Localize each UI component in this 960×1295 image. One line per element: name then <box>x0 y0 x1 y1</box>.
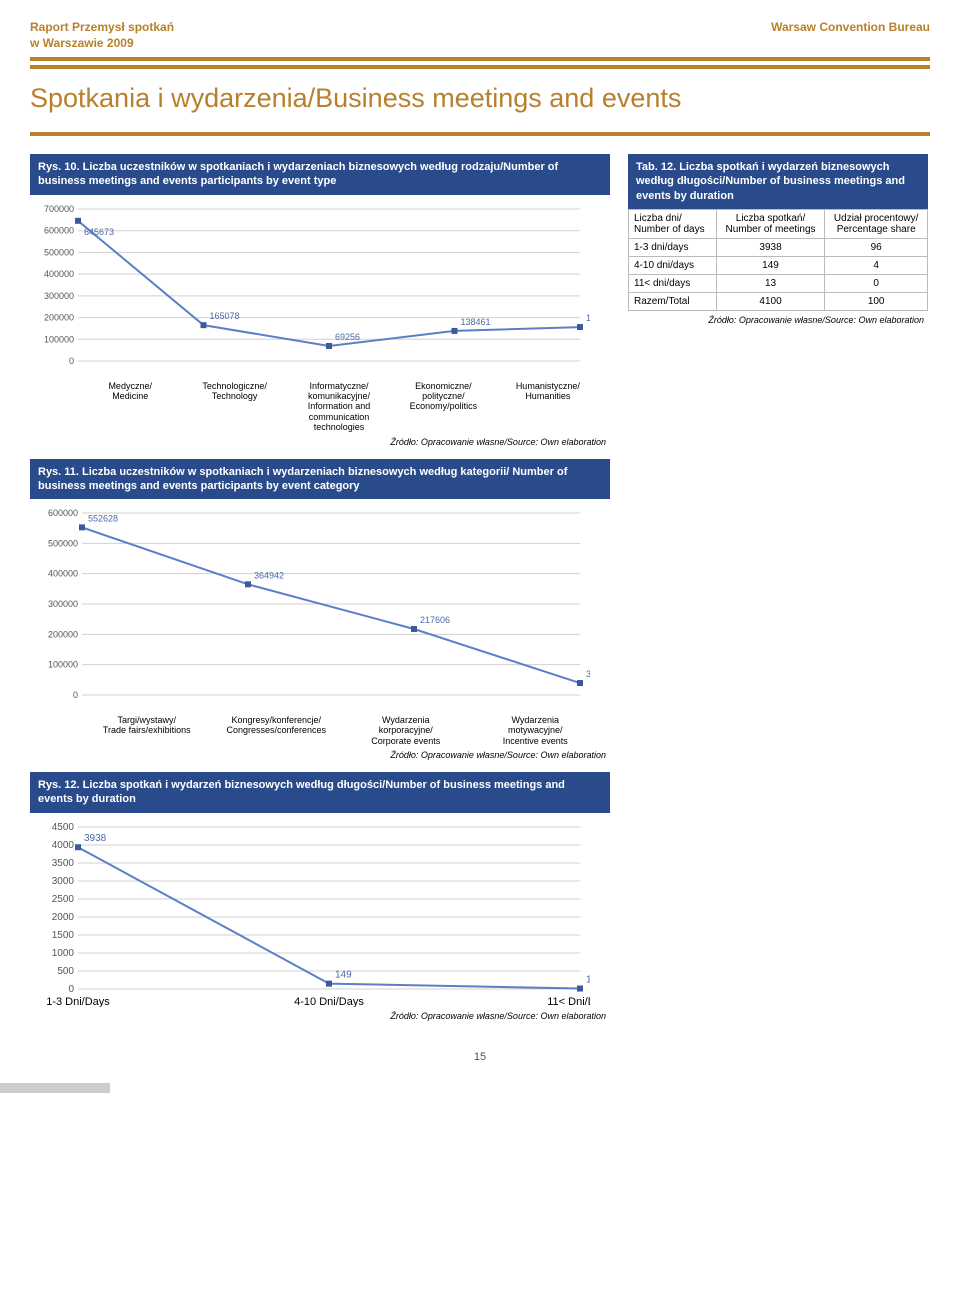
x-label: Technologiczne/Technology <box>182 381 286 433</box>
page-title: Spotkania i wydarzenia/Business meetings… <box>30 75 930 132</box>
table-col-header: Udział procentowy/Percentage share <box>825 210 928 239</box>
chart-10-xlabels: Medyczne/MedicineTechnologiczne/Technolo… <box>30 379 610 433</box>
header-rule <box>30 57 930 69</box>
svg-text:300000: 300000 <box>44 291 74 301</box>
svg-text:0: 0 <box>73 690 78 700</box>
table-row: 11< dni/days130 <box>629 275 928 293</box>
x-label: Targi/wystawy/Trade fairs/exhibitions <box>82 715 212 746</box>
table-cell: 100 <box>825 293 928 311</box>
chart-10: 0 100000 200000 300000 400000 500000 600000 700… <box>30 199 610 379</box>
footer-stub <box>0 1083 110 1093</box>
svg-text:149: 149 <box>335 969 352 980</box>
x-label: Informatyczne/komunikacyjne/Information … <box>287 381 391 433</box>
table-cell: 4 <box>825 257 928 275</box>
chart-10-source: Źródło: Opracowanie własne/Source: Own e… <box>30 433 610 455</box>
table-cell: 149 <box>716 257 825 275</box>
svg-text:13: 13 <box>586 974 590 985</box>
x-label: Wydarzeniamotywacyjne/Incentive events <box>471 715 601 746</box>
svg-text:600000: 600000 <box>44 225 74 235</box>
svg-text:2500: 2500 <box>52 894 75 905</box>
chart-12-source: Źródło: Opracowanie własne/Source: Own e… <box>30 1007 610 1029</box>
svg-text:11< Dni/Days: 11< Dni/Days <box>547 996 590 1007</box>
table-cell: 4100 <box>716 293 825 311</box>
svg-text:4-10 Dni/Days: 4-10 Dni/Days <box>294 996 364 1007</box>
chart-11-source: Źródło: Opracowanie własne/Source: Own e… <box>30 746 610 768</box>
table-cell: 13 <box>716 275 825 293</box>
table-row: 4-10 dni/days1494 <box>629 257 928 275</box>
svg-text:3000: 3000 <box>52 876 75 887</box>
x-label: Medyczne/Medicine <box>78 381 182 433</box>
svg-text:217606: 217606 <box>420 615 450 625</box>
title-underline <box>30 132 930 136</box>
svg-text:100000: 100000 <box>44 334 74 344</box>
svg-text:3500: 3500 <box>52 858 75 869</box>
chart-11-title: Rys. 11. Liczba uczestników w spotkaniac… <box>30 459 610 500</box>
page-number: 15 <box>30 1051 930 1063</box>
svg-text:500000: 500000 <box>48 538 78 548</box>
svg-text:400000: 400000 <box>48 569 78 579</box>
page-header: Raport Przemysł spotkań w Warszawie 2009… <box>30 20 930 51</box>
table-12: Liczba dni/Number of daysLiczba spotkań/… <box>628 209 928 311</box>
svg-text:4000: 4000 <box>52 840 75 851</box>
table-cell: 4-10 dni/days <box>629 257 717 275</box>
table-cell: 96 <box>825 239 928 257</box>
table-12-title: Tab. 12. Liczba spotkań i wydarzeń bizne… <box>628 154 928 209</box>
x-label: Ekonomiczne/polityczne/Economy/politics <box>391 381 495 433</box>
header-right: Warsaw Convention Bureau <box>771 20 930 51</box>
table-cell: Razem/Total <box>629 293 717 311</box>
table-cell: 1-3 dni/days <box>629 239 717 257</box>
svg-text:700000: 700000 <box>44 204 74 214</box>
header-left-line2: w Warszawie 2009 <box>30 36 174 52</box>
svg-text:552628: 552628 <box>88 513 118 523</box>
table-cell: 3938 <box>716 239 825 257</box>
svg-text:39485: 39485 <box>586 669 590 679</box>
svg-text:0: 0 <box>68 984 74 995</box>
chart-12-title: Rys. 12. Liczba spotkań i wydarzeń bizne… <box>30 772 610 813</box>
x-label: Wydarzeniakorporacyjne/Corporate events <box>341 715 471 746</box>
x-label: Kongresy/konferencje/Congresses/conferen… <box>212 715 342 746</box>
table-col-header: Liczba dni/Number of days <box>629 210 717 239</box>
svg-text:600000: 600000 <box>48 508 78 518</box>
table-col-header: Liczba spotkań/Number of meetings <box>716 210 825 239</box>
chart-11: 0 100000 200000 300000 400000 500000 600000 552… <box>30 503 610 713</box>
svg-text:69256: 69256 <box>335 332 360 342</box>
svg-text:200000: 200000 <box>44 312 74 322</box>
svg-text:138461: 138461 <box>461 317 491 327</box>
svg-text:400000: 400000 <box>44 269 74 279</box>
table-cell: 11< dni/days <box>629 275 717 293</box>
svg-text:100000: 100000 <box>48 660 78 670</box>
svg-text:1000: 1000 <box>52 948 75 959</box>
table-12-source: Źródło: Opracowanie własne/Source: Own e… <box>628 311 928 333</box>
svg-text:300000: 300000 <box>48 599 78 609</box>
table-row: 1-3 dni/days393896 <box>629 239 928 257</box>
svg-text:2000: 2000 <box>52 912 75 923</box>
svg-text:200000: 200000 <box>48 629 78 639</box>
svg-text:156193: 156193 <box>586 313 590 323</box>
chart-11-xlabels: Targi/wystawy/Trade fairs/exhibitionsKon… <box>30 713 610 746</box>
chart-12: 0 500 1000 1500 2000 2500 3000 3500 4000 4500 3938… <box>30 817 610 1007</box>
chart-10-title: Rys. 10. Liczba uczestników w spotkaniac… <box>30 154 610 195</box>
svg-text:4500: 4500 <box>52 822 75 833</box>
header-left-line1: Raport Przemysł spotkań <box>30 20 174 36</box>
table-cell: 0 <box>825 275 928 293</box>
header-left: Raport Przemysł spotkań w Warszawie 2009 <box>30 20 174 51</box>
svg-text:500000: 500000 <box>44 247 74 257</box>
table-row: Razem/Total4100100 <box>629 293 928 311</box>
svg-text:645673: 645673 <box>84 227 114 237</box>
svg-text:1500: 1500 <box>52 930 75 941</box>
svg-text:500: 500 <box>57 966 74 977</box>
svg-text:165078: 165078 <box>210 311 240 321</box>
svg-text:0: 0 <box>69 356 74 366</box>
svg-text:1-3 Dni/Days: 1-3 Dni/Days <box>46 996 110 1007</box>
svg-text:364942: 364942 <box>254 570 284 580</box>
x-label: Humanistyczne/Humanities <box>496 381 600 433</box>
svg-text:3938: 3938 <box>84 833 107 844</box>
